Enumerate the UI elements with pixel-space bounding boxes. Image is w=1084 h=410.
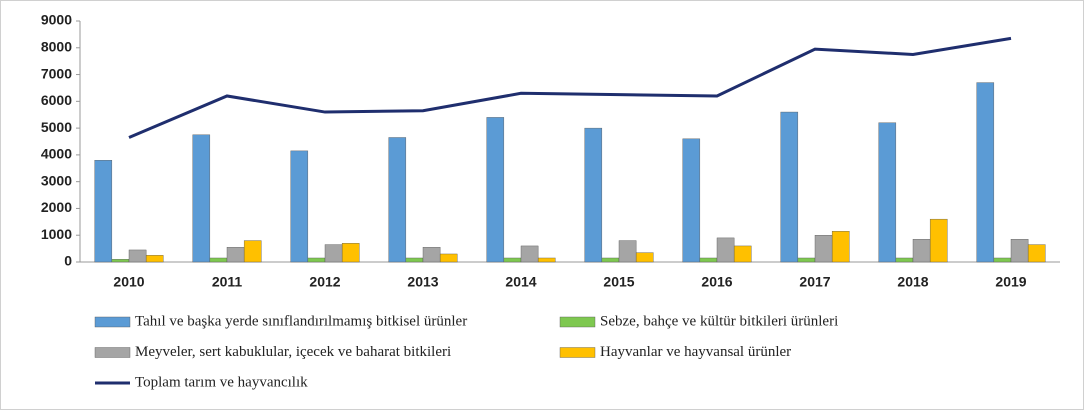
y-tick-label: 9000 xyxy=(41,12,72,28)
legend-swatch xyxy=(559,347,596,358)
x-tick-label: 2018 xyxy=(897,274,928,290)
bar xyxy=(929,218,948,263)
bar xyxy=(976,82,995,263)
bar xyxy=(439,253,458,263)
x-tick-label: 2011 xyxy=(212,274,243,290)
y-tick-label: 1000 xyxy=(41,226,72,242)
y-tick-label: 6000 xyxy=(41,92,72,108)
x-tick-label: 2012 xyxy=(309,274,340,290)
y-tick-label: 3000 xyxy=(41,172,72,188)
y-tick-label: 4000 xyxy=(41,146,72,162)
legend-swatch xyxy=(94,316,131,328)
bar xyxy=(682,138,701,263)
bar xyxy=(94,160,113,263)
bar xyxy=(388,137,407,263)
bar xyxy=(537,257,556,263)
bar xyxy=(635,252,654,263)
legend-label: Hayvanlar ve hayvansal ürünler xyxy=(600,344,791,360)
bar xyxy=(780,111,799,263)
x-tick-label: 2013 xyxy=(407,274,438,290)
bar xyxy=(584,127,603,263)
x-tick-label: 2016 xyxy=(701,274,732,290)
legend-label: Toplam tarım ve hayvancılık xyxy=(135,374,308,390)
y-tick-label: 2000 xyxy=(41,199,72,215)
x-tick-label: 2015 xyxy=(603,274,634,290)
bar xyxy=(486,117,505,263)
y-tick-label: 7000 xyxy=(41,65,72,81)
x-tick-label: 2019 xyxy=(995,274,1026,290)
bar xyxy=(226,247,245,263)
bar xyxy=(192,134,211,263)
bar xyxy=(1027,244,1046,263)
bar xyxy=(422,247,441,263)
bar xyxy=(716,237,735,263)
bar xyxy=(503,257,522,263)
x-tick-label: 2014 xyxy=(505,274,536,290)
bar xyxy=(324,244,343,263)
bar xyxy=(618,240,637,263)
bar xyxy=(878,122,897,263)
line xyxy=(128,36,1012,139)
legend-label: Tahıl ve başka yerde sınıflandırılmamış … xyxy=(135,313,467,329)
bar xyxy=(128,249,147,263)
y-tick-label: 8000 xyxy=(41,38,72,54)
bar xyxy=(209,257,228,263)
bar xyxy=(831,231,850,263)
bar xyxy=(405,257,424,263)
bar xyxy=(895,257,914,263)
bar xyxy=(290,150,309,263)
bar xyxy=(111,259,130,263)
legend-swatch xyxy=(94,347,131,358)
legend-swatch xyxy=(559,316,596,328)
bar xyxy=(341,243,360,263)
y-tick-label: 0 xyxy=(64,253,72,269)
bar xyxy=(993,257,1012,263)
bar xyxy=(814,235,833,263)
bar xyxy=(601,257,620,263)
bar xyxy=(797,257,816,263)
bar xyxy=(145,255,164,263)
bar xyxy=(699,257,718,263)
x-tick-label: 2010 xyxy=(113,274,144,290)
legend-label: Sebze, bahçe ve kültür bitkileri ürünler… xyxy=(600,313,838,329)
y-tick-label: 5000 xyxy=(41,119,72,135)
bar xyxy=(912,239,931,263)
bar xyxy=(733,245,752,263)
bar xyxy=(243,240,262,263)
legend-label: Meyveler, sert kabuklular, içecek ve bah… xyxy=(135,344,451,360)
x-tick-label: 2017 xyxy=(799,274,830,290)
bar xyxy=(1010,239,1029,263)
bar xyxy=(520,245,539,263)
bar xyxy=(307,257,326,263)
